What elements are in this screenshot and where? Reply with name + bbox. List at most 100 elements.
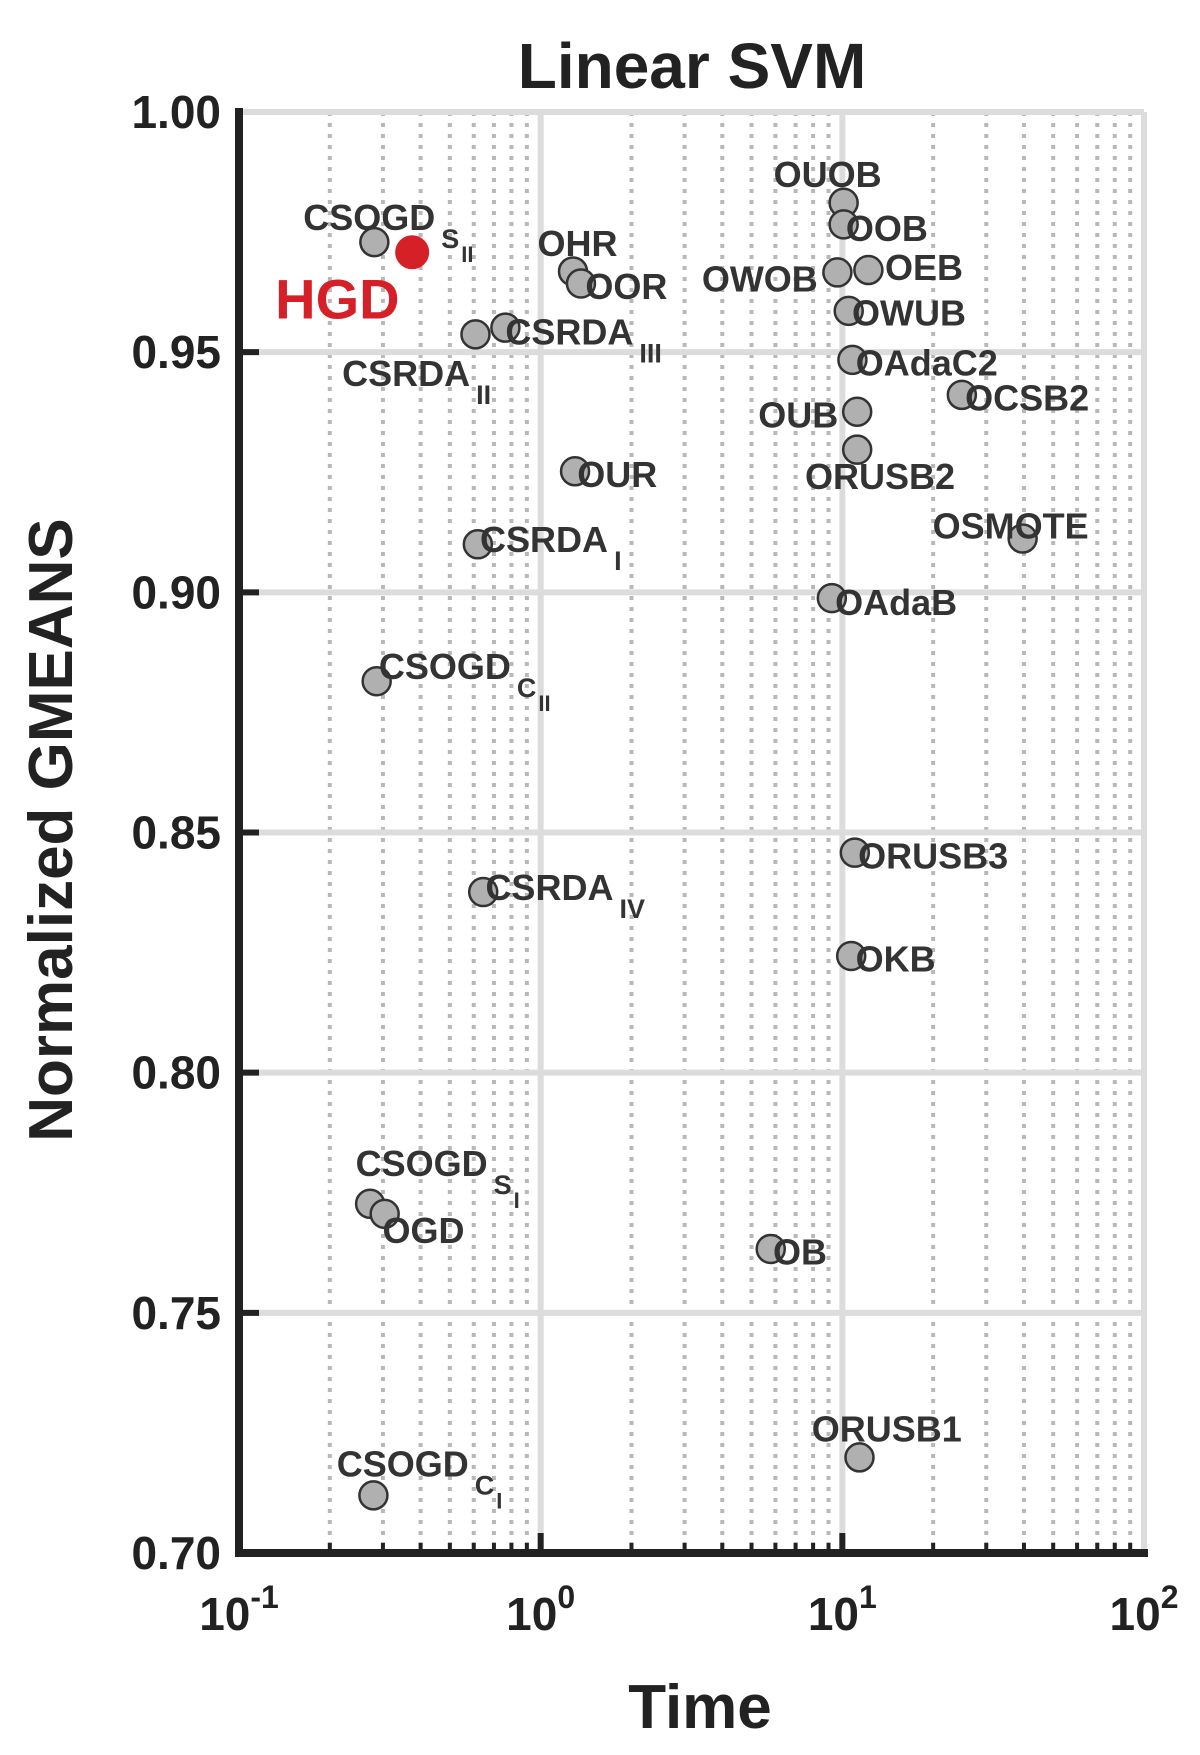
label-text: OAdaC2 [856, 343, 998, 384]
point [565, 268, 597, 299]
point [844, 1442, 875, 1473]
x-tick-exponent: 2 [1161, 1579, 1179, 1615]
label-text: ORUSB1 [812, 1409, 962, 1450]
point [816, 582, 848, 614]
point [1007, 523, 1038, 554]
point-label: CSOGDSII [303, 197, 473, 267]
label-text: CSOGD [379, 646, 511, 687]
x-tick-exponent: 0 [557, 1579, 575, 1615]
point [395, 235, 430, 270]
point-label: OWOB [702, 258, 818, 299]
label-text: OOB [846, 208, 928, 249]
label-text: CSRDA [342, 353, 470, 394]
label-text: OSMOTE [933, 506, 1089, 547]
point [833, 295, 864, 327]
point-label: CSRDAIV [485, 867, 645, 924]
point-label: OOB [846, 208, 928, 249]
point-label: ORUSB2 [805, 456, 955, 497]
point-label: OCSB2 [965, 378, 1089, 419]
point-label: HGD [275, 267, 399, 330]
point [835, 940, 867, 972]
y-tick-label: 0.80 [131, 1047, 221, 1099]
point [462, 529, 494, 560]
label-text: CSRDA [505, 311, 633, 352]
label-text: CSOGD [356, 1143, 488, 1184]
label-subsubscript: II [538, 691, 550, 716]
label-text: CSRDA [485, 867, 613, 908]
x-tick-exponent: -1 [250, 1579, 278, 1615]
x-tick-label: 10-1 [199, 1579, 279, 1640]
label-subsubscript: II [461, 242, 473, 267]
label-subscript: S [494, 1170, 512, 1200]
label-text: CSRDA [480, 519, 608, 560]
y-tick-label: 0.70 [131, 1527, 221, 1579]
label-text: OKB [856, 939, 936, 980]
label-text: OUB [758, 394, 838, 435]
label-text: OCSB2 [965, 378, 1089, 419]
label-text: OWOB [702, 258, 818, 299]
label-text: OUR [577, 454, 657, 495]
label-subscript: S [441, 224, 459, 254]
x-axis-label: Time [628, 1673, 772, 1742]
x-tick-base: 10 [199, 1588, 250, 1640]
point [359, 226, 390, 258]
point-label: CSOGDCII [379, 646, 551, 716]
label-subscript: II [476, 380, 491, 410]
point-label: OAdaC2 [856, 343, 998, 384]
point [490, 312, 521, 343]
point-label: OUB [758, 394, 838, 435]
y-tick-label: 0.90 [131, 566, 221, 618]
label-text: OB [773, 1232, 827, 1273]
point [853, 254, 884, 286]
point-label: OHR [537, 223, 617, 264]
point-label: OB [773, 1232, 827, 1273]
point-label: OKB [856, 939, 936, 980]
point-label: CSRDA III [505, 311, 662, 368]
x-tick-label: 100 [506, 1579, 575, 1640]
x-tick-base: 10 [506, 1588, 557, 1640]
label-subscript: C [517, 673, 537, 703]
point-label: CSOGDSI [356, 1143, 520, 1213]
point-label: OOR [585, 266, 667, 307]
point-label: OGD [382, 1210, 464, 1251]
point-label: CSRDAII [342, 353, 491, 410]
label-text: ORUSB3 [858, 835, 1008, 876]
label-text: OUOB [774, 154, 882, 195]
chart-title: Linear SVM [518, 30, 867, 102]
point-label: OUR [577, 454, 657, 495]
label-text: OHR [537, 223, 617, 264]
y-tick-label: 0.75 [131, 1287, 221, 1339]
label-text: OWUB [852, 292, 966, 333]
point-label: ORUSB1 [812, 1409, 962, 1450]
point-label: OUOB [774, 154, 882, 195]
point-label: CSRDAI [480, 519, 622, 576]
point [839, 837, 871, 868]
point [841, 396, 873, 427]
x-tick-label: 102 [1110, 1579, 1179, 1640]
y-tick-label: 1.00 [131, 86, 221, 138]
point [467, 876, 499, 908]
point [559, 456, 591, 487]
point [822, 257, 853, 288]
point [946, 379, 978, 411]
label-subscript: C [475, 1470, 495, 1500]
y-tick-label: 0.95 [131, 326, 221, 378]
label-text: ORUSB2 [805, 456, 955, 497]
point-label: CSOGDCI [337, 1443, 503, 1513]
label-text: CSOGD [337, 1443, 469, 1484]
point [755, 1233, 786, 1265]
label-subscript: IV [619, 894, 645, 924]
point-label: OEB [885, 247, 963, 288]
x-tick-base: 10 [808, 1588, 859, 1640]
label-text: OEB [885, 247, 963, 288]
label-text: OGD [382, 1210, 464, 1251]
label-subscript: III [639, 338, 662, 368]
point-label: OSMOTE [933, 506, 1089, 547]
point [837, 344, 868, 376]
label-text: OOR [585, 266, 667, 307]
x-tick-exponent: 1 [859, 1579, 877, 1615]
label-text: CSOGD [303, 197, 435, 238]
point [841, 434, 873, 465]
label-text: OAdaB [835, 582, 957, 623]
